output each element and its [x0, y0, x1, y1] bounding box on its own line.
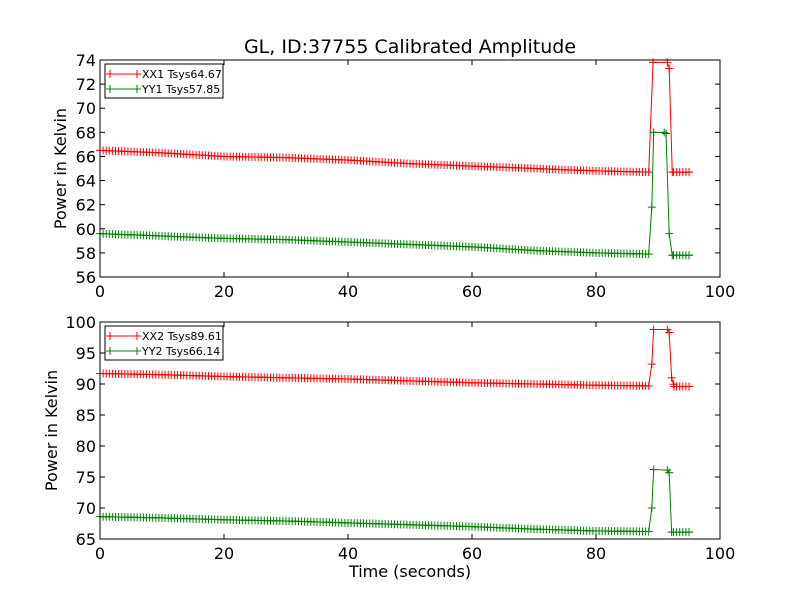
legend-marker: [106, 347, 114, 355]
data-point-marker: [647, 360, 656, 369]
y-tick-label: 85: [76, 406, 96, 425]
x-tick-label: 80: [586, 544, 606, 563]
legend-marker: [106, 70, 114, 78]
data-point-marker: [644, 527, 653, 536]
data-point-marker: [685, 528, 693, 537]
figure-title: GL, ID:37755 Calibrated Amplitude: [244, 36, 576, 58]
y-axis-label: Power in Kelvin: [42, 370, 61, 491]
y-tick-label: 65: [76, 530, 96, 549]
bottom-panel: 0 20 40 60 80 100 65 70 75 80 85 90 95 100 Power in Ke…: [42, 313, 735, 581]
legend-marker: [106, 332, 114, 340]
y-tick-label: 64: [76, 172, 96, 191]
x-tick-label: 40: [338, 544, 358, 563]
legend-entry-label: XX1 Tsys64.67: [142, 68, 222, 81]
y-tick-label: 66: [76, 147, 96, 166]
y-tick-label: 100: [65, 313, 96, 332]
series-2: [96, 465, 693, 537]
data-point-marker: [665, 328, 674, 337]
y-tick-label: 62: [76, 196, 96, 215]
data-point-marker: [660, 128, 669, 137]
data-point-marker: [649, 325, 658, 334]
y-tick-label: 70: [76, 99, 96, 118]
x-tick-label: 20: [214, 544, 234, 563]
data-point-marker: [685, 168, 693, 177]
y-tick-label: 68: [76, 123, 96, 142]
data-point-marker: [644, 168, 653, 177]
legend-box: [104, 63, 224, 99]
x-tick-label: 20: [214, 282, 234, 301]
y-tick-label: 56: [76, 268, 96, 287]
data-point-marker: [665, 468, 674, 477]
x-tick-label: 80: [586, 282, 606, 301]
y-tick-label: 58: [76, 244, 96, 263]
data-point-marker: [649, 465, 658, 474]
legend-entry-label: YY2 Tsys66.14: [141, 345, 220, 358]
legend-marker: [133, 347, 141, 355]
y-tick-label: 70: [76, 499, 96, 518]
data-point-marker: [665, 64, 674, 73]
legend-marker: [133, 70, 141, 78]
y-tick-label: 90: [76, 375, 96, 394]
legend: XX2 Tsys89.61 YY2 Tsys66.14: [104, 325, 224, 361]
y-tick-label: 72: [76, 75, 96, 94]
data-point-marker: [685, 382, 693, 391]
axes-frame: [99, 59, 721, 278]
data-point-marker: [685, 251, 693, 260]
x-tick-label: 40: [338, 282, 358, 301]
legend-marker: [133, 332, 141, 340]
legend-marker: [133, 85, 141, 93]
data-point-marker: [649, 128, 658, 137]
y-tick-label: 95: [76, 344, 96, 363]
top-panel: 0 20 40 60 80 100 56 58 60 62 64 66 68 70 72 74 Power in…: [51, 51, 735, 301]
data-point-marker: [665, 229, 674, 238]
x-tick-label: 0: [95, 282, 105, 301]
series-2: [96, 128, 693, 260]
data-point-marker: [667, 373, 676, 382]
y-axis-label: Power in Kelvin: [51, 108, 70, 229]
x-tick-label: 0: [95, 544, 105, 563]
series-1: [96, 58, 693, 177]
y-tick-label: 75: [76, 468, 96, 487]
data-point-marker: [644, 381, 653, 390]
y-tick-label: 60: [76, 220, 96, 239]
series-1: [96, 325, 693, 391]
data-point-marker: [647, 203, 656, 212]
x-tick-label: 60: [462, 282, 482, 301]
legend-entry-label: XX2 Tsys89.61: [142, 330, 222, 343]
data-point-marker: [647, 504, 656, 512]
legend: XX1 Tsys64.67 YY1 Tsys57.85: [104, 63, 224, 99]
y-tick-label: 80: [76, 437, 96, 456]
x-tick-label: 100: [705, 282, 736, 301]
x-tick-label: 100: [705, 544, 736, 563]
data-point-marker: [644, 250, 653, 259]
legend-entry-label: YY1 Tsys57.85: [141, 83, 220, 96]
legend-marker: [106, 85, 114, 93]
x-axis-label: Time (seconds): [348, 562, 471, 581]
data-point-marker: [662, 129, 671, 138]
x-tick-label: 60: [462, 544, 482, 563]
axes-frame: [99, 321, 721, 540]
y-tick-label: 74: [76, 51, 96, 70]
legend-box: [104, 325, 224, 361]
